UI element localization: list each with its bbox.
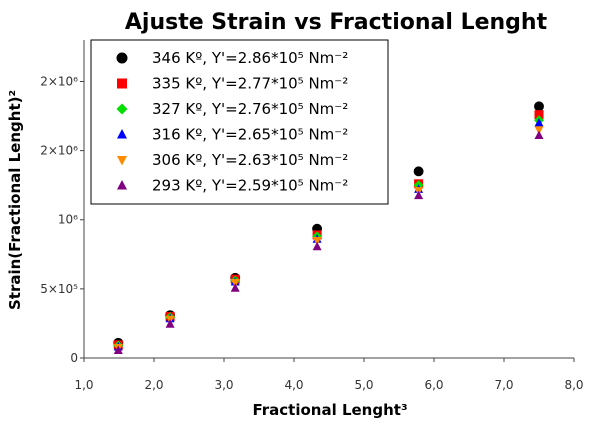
y-tick-label: 2×10⁶ <box>40 74 78 88</box>
data-point <box>534 130 544 139</box>
data-point <box>414 190 424 200</box>
legend-entry-label: 327 Kº, Y'=2.76*10⁵ Nm⁻² <box>152 100 348 118</box>
x-tick-label: 3,0 <box>214 378 233 392</box>
y-tick-label: 0 <box>70 351 78 365</box>
data-point <box>312 236 322 246</box>
legend-marker <box>117 180 127 190</box>
data-point <box>534 118 544 127</box>
plot-area <box>83 40 574 359</box>
x-tick-label: 6,0 <box>424 378 443 392</box>
x-tick-label: 7,0 <box>494 378 513 392</box>
legend-entry-label: 335 Kº, Y'=2.77*10⁵ Nm⁻² <box>152 75 348 93</box>
data-point <box>165 319 175 328</box>
y-ticks: 0 5×10⁵ 10⁶ 2×10⁶ 2×10⁶ <box>40 74 84 365</box>
legend-entry-label: 306 Kº, Y'=2.63*10⁵ Nm⁻² <box>152 151 348 169</box>
legend-marker <box>116 52 128 64</box>
y-tick-label: 2×10⁶ <box>40 144 78 158</box>
legend: 346 Kº, Y'=2.86*10⁵ Nm⁻² 335 Kº, Y'=2.77*… <box>90 39 389 205</box>
data-markers <box>113 101 544 354</box>
legend-entry-label: 293 Kº, Y'=2.59*10⁵ Nm⁻² <box>152 177 348 195</box>
x-ticks: 1,0 2,0 3,0 4,0 5,0 6,0 7,0 8,0 <box>74 358 584 392</box>
data-point <box>534 101 544 112</box>
x-tick-label: 4,0 <box>284 378 303 392</box>
data-point <box>230 283 240 292</box>
legend-marker <box>117 78 127 89</box>
chart-title: Ajuste Strain vs Fractional Lenght <box>125 10 548 35</box>
legend-marker <box>117 156 127 166</box>
x-axis-label: Fractional Lenght³ <box>252 401 407 419</box>
data-point <box>413 166 424 177</box>
x-tick-label: 5,0 <box>354 378 373 392</box>
y-tick-label: 10⁶ <box>58 213 78 227</box>
y-tick-label: 5×10⁵ <box>40 282 78 296</box>
y-axis-label: Strain(Fractional Lenght)² <box>6 90 24 310</box>
legend-entry-label: 346 Kº, Y'=2.86*10⁵ Nm⁻² <box>152 49 348 67</box>
x-tick-label: 8,0 <box>564 378 583 392</box>
x-tick-label: 1,0 <box>74 378 93 392</box>
legend-entry-label: 316 Kº, Y'=2.65*10⁵ Nm⁻² <box>152 126 348 144</box>
legend-marker <box>116 103 128 115</box>
data-point <box>312 241 322 251</box>
data-point <box>113 345 123 354</box>
x-tick-label: 2,0 <box>144 378 163 392</box>
data-point <box>534 110 544 120</box>
legend-box <box>90 39 389 205</box>
legend-marker <box>117 129 127 139</box>
